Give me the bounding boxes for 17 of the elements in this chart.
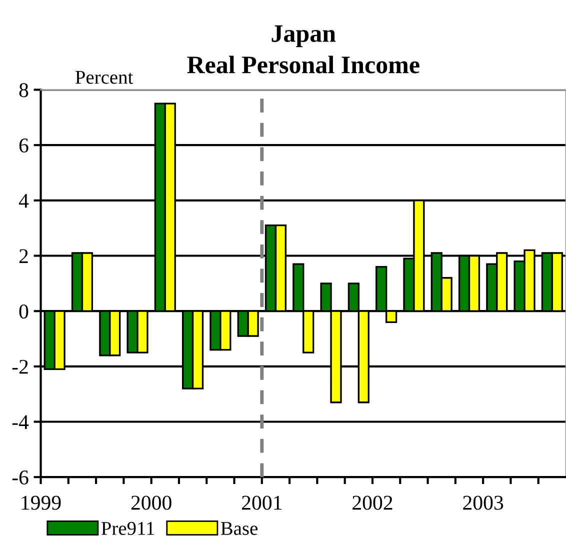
- y-tick-label: 0: [19, 304, 28, 319]
- y-axis-title: Percent: [75, 70, 134, 84]
- y-tick-label: -4: [12, 415, 29, 429]
- x-tick-label: 2003: [463, 496, 504, 510]
- legend-label: Base: [220, 522, 258, 535]
- y-tick-label: 6: [19, 138, 28, 153]
- y-tick-label: 2: [19, 249, 28, 263]
- y-tick-label: -2: [12, 360, 28, 374]
- x-tick-label: 2001: [242, 496, 282, 510]
- y-tick-label: 4: [18, 194, 29, 208]
- y-tick-label: -6: [12, 470, 28, 485]
- legend-label: Pre911: [101, 522, 154, 535]
- x-tick-label: 2002: [352, 496, 392, 510]
- x-tick-label: 2000: [131, 496, 172, 510]
- chart-title: Japan Real Personal Income: [187, 25, 420, 74]
- x-tick-label: 1999: [22, 496, 61, 510]
- y-tick-label: 8: [19, 83, 28, 98]
